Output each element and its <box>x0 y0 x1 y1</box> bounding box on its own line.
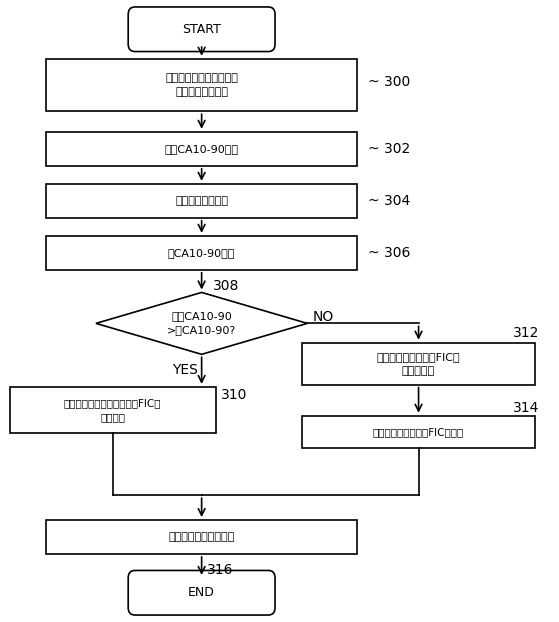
Text: 実CA10-90算出: 実CA10-90算出 <box>168 248 235 258</box>
Text: YES: YES <box>172 363 198 377</box>
Text: NO: NO <box>313 310 334 324</box>
Text: 308: 308 <box>213 279 239 293</box>
FancyBboxPatch shape <box>128 570 275 615</box>
Text: 回転速度、負荷率および
目標点火効率取得: 回転速度、負荷率および 目標点火効率取得 <box>165 73 238 97</box>
Text: 314: 314 <box>513 401 539 415</box>
Text: ~ 306: ~ 306 <box>368 246 411 260</box>
Bar <box>46 520 357 554</box>
Bar <box>302 343 536 384</box>
Text: ~ 300: ~ 300 <box>368 75 411 89</box>
Bar <box>46 132 357 166</box>
Polygon shape <box>96 292 307 355</box>
Bar <box>10 387 216 434</box>
Text: 許容CA10-90算出: 許容CA10-90算出 <box>165 144 239 154</box>
FancyBboxPatch shape <box>128 7 275 52</box>
Text: 吸気行程噴射補正項FICを更新: 吸気行程噴射補正項FICを更新 <box>373 427 464 437</box>
Bar <box>46 58 357 111</box>
Text: 312: 312 <box>513 326 539 340</box>
Text: ~ 304: ~ 304 <box>368 194 411 208</box>
Bar <box>302 415 536 448</box>
Text: END: END <box>188 587 215 599</box>
Text: 吸気行程噴射量を補正: 吸気行程噴射量を補正 <box>168 532 235 542</box>
Text: 前回の吸気行程噴射補正項FICを
読み込み: 前回の吸気行程噴射補正項FICを 読み込み <box>64 398 162 422</box>
Text: START: START <box>182 23 221 35</box>
Bar <box>46 183 357 218</box>
Text: 316: 316 <box>207 562 234 577</box>
Text: 310: 310 <box>221 388 248 402</box>
Text: ~ 302: ~ 302 <box>368 142 411 156</box>
Bar <box>46 236 357 270</box>
Text: 許容CA10-90
>実CA10-90?: 許容CA10-90 >実CA10-90? <box>167 312 236 335</box>
Text: 筒内圧データ取得: 筒内圧データ取得 <box>175 196 228 206</box>
Text: 吸気行程噴射補正項FICを
所定値増加: 吸気行程噴射補正項FICを 所定値増加 <box>377 351 461 376</box>
